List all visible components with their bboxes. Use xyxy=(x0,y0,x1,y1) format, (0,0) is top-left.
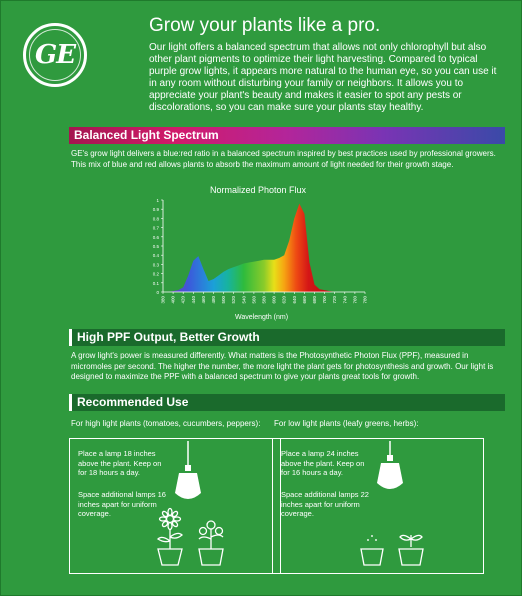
sunflower-plant-icon xyxy=(156,507,183,566)
low-light-placement: Place a lamp 24 inches above the plant. … xyxy=(281,449,365,477)
ppf-paragraph: A grow light's power is measured differe… xyxy=(71,351,494,381)
low-light-spacing: Space additional lamps 22 inches apart f… xyxy=(281,490,369,518)
x-tick-label: 640 xyxy=(292,296,297,304)
chart-x-axis-label: Wavelength (nm) xyxy=(235,314,289,321)
x-tick-label: 380 xyxy=(161,296,166,304)
x-tick-label: 600 xyxy=(272,296,277,304)
x-tick-label: 420 xyxy=(181,296,186,304)
x-tick-label: 660 xyxy=(302,296,307,304)
page-title: Grow your plants like a pro. xyxy=(149,15,381,36)
y-tick-label: 0.9 xyxy=(153,207,160,212)
y-tick-label: 0.8 xyxy=(153,216,160,221)
x-tick-label: 760 xyxy=(352,296,357,304)
x-tick-label: 540 xyxy=(241,296,246,304)
low-light-card: Place a lamp 24 inches above the plant. … xyxy=(272,438,484,574)
high-light-card: Place a lamp 18 inches above the plant. … xyxy=(69,438,281,574)
y-tick-label: 0.4 xyxy=(153,253,160,258)
y-tick-label: 0.1 xyxy=(153,281,160,286)
logo-inner-ring xyxy=(29,29,81,81)
high-light-placement: Place a lamp 18 inches above the plant. … xyxy=(78,449,162,477)
x-tick-label: 480 xyxy=(211,296,216,304)
x-tick-label: 520 xyxy=(231,296,236,304)
high-light-spacing: Space additional lamps 16 inches apart f… xyxy=(78,490,166,518)
lamp-icon xyxy=(377,441,403,489)
herb-plant-icon xyxy=(398,534,424,566)
x-tick-label: 680 xyxy=(312,296,317,304)
low-light-heading: For low light plants (leafy greens, herb… xyxy=(274,419,419,428)
y-tick-label: 0.3 xyxy=(153,262,160,267)
section-title-recommended: Recommended Use xyxy=(69,394,505,411)
x-tick-label: 620 xyxy=(282,296,287,304)
x-tick-label: 400 xyxy=(171,296,176,304)
y-tick-label: 0.6 xyxy=(153,235,160,240)
section-title-spectrum: Balanced Light Spectrum xyxy=(69,127,505,144)
y-tick-label: 0 xyxy=(156,290,159,295)
x-tick-label: 560 xyxy=(251,296,256,304)
x-tick-label: 460 xyxy=(201,296,206,304)
tomato-plant-icon xyxy=(198,520,224,566)
lamp-icon xyxy=(175,441,201,499)
seedling-pot-icon xyxy=(360,535,384,566)
y-tick-label: 1 xyxy=(156,198,159,203)
y-tick-label: 0.5 xyxy=(153,244,160,249)
x-tick-label: 440 xyxy=(191,296,196,304)
photon-flux-chart: 0 0.1 0.2 0.3 0.4 0.5 0.6 0.7 0.8 0.9 1 380 400 420 44… xyxy=(153,198,368,304)
x-tick-label: 720 xyxy=(332,296,337,304)
y-tick-label: 0.7 xyxy=(153,226,160,231)
spectrum-paragraph: GE's grow light delivers a blue:red rati… xyxy=(71,149,496,169)
ge-logo: GE xyxy=(23,23,87,87)
y-tick-label: 0.2 xyxy=(153,272,160,277)
x-tick-label: 780 xyxy=(363,296,368,304)
high-light-heading: For high light plants (tomatoes, cucumbe… xyxy=(71,419,261,428)
x-tick-label: 500 xyxy=(221,296,226,304)
section-title-ppf: High PPF Output, Better Growth xyxy=(69,329,505,346)
intro-paragraph: Our light offers a balanced spectrum tha… xyxy=(149,42,497,114)
x-tick-label: 740 xyxy=(342,296,347,304)
spectrum-area xyxy=(163,203,365,292)
x-tick-label: 700 xyxy=(322,296,327,304)
chart-title: Normalized Photon Flux xyxy=(210,185,307,195)
x-tick-label: 580 xyxy=(262,296,267,304)
